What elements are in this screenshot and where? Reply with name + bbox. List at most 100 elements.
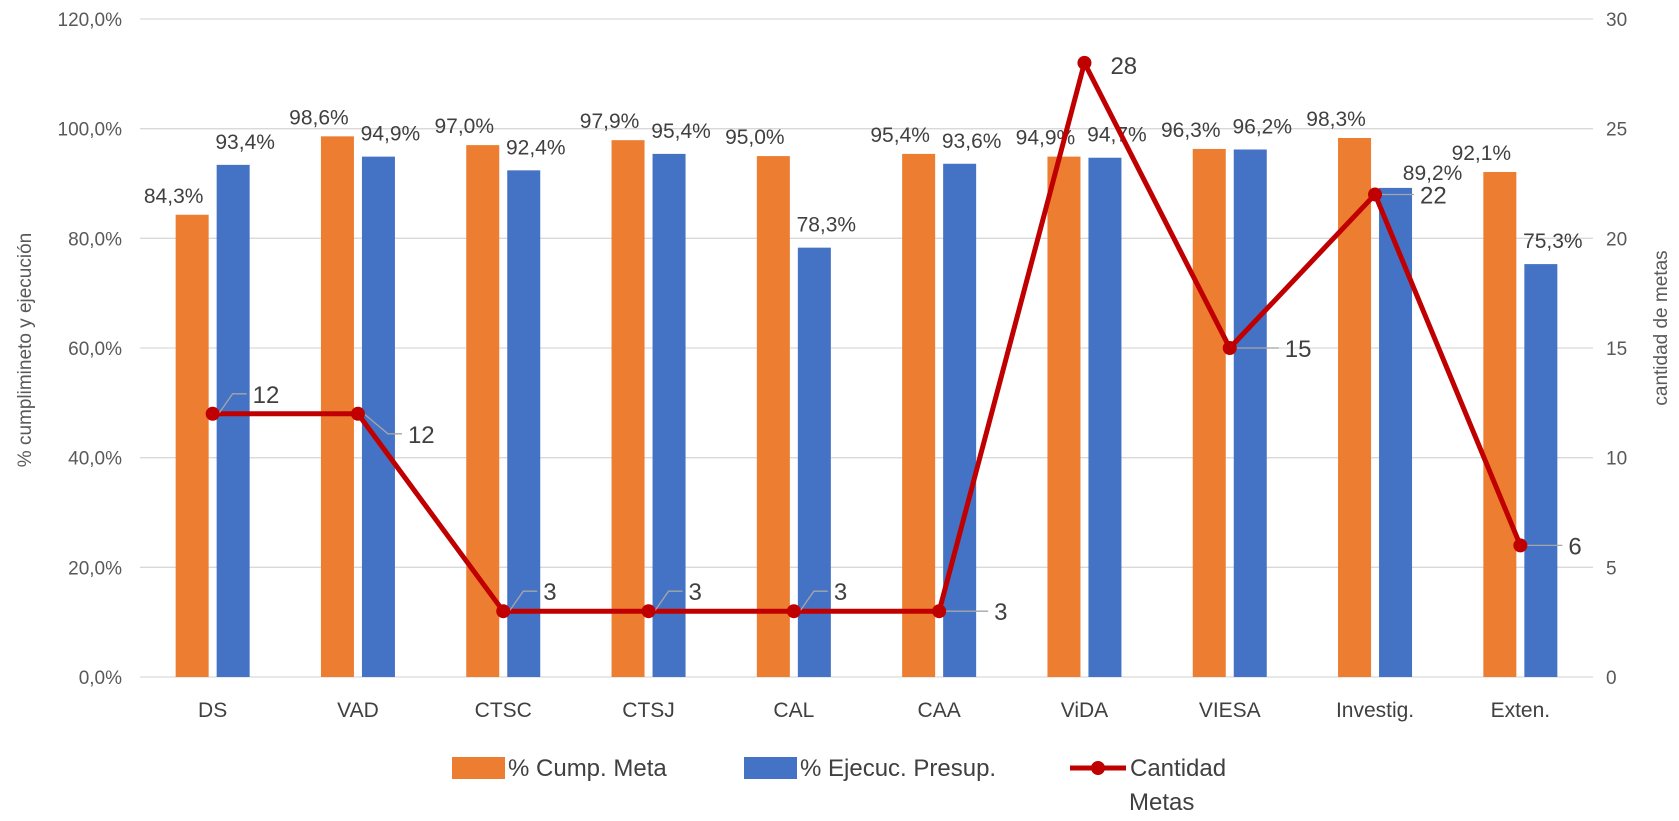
bar-ejecuc-presup xyxy=(1524,264,1558,677)
category-label: CAL xyxy=(773,699,814,722)
metas-marker xyxy=(1077,55,1092,70)
bar-ejecuc-presup xyxy=(1088,157,1122,677)
data-label-cump-meta: 96,3% xyxy=(1161,119,1221,142)
leader-line xyxy=(508,590,538,612)
left-tick-label: 0,0% xyxy=(79,668,122,689)
category-label: CTSJ xyxy=(622,699,675,722)
leader-line xyxy=(363,413,402,435)
bar-ejecuc-presup xyxy=(1379,187,1413,678)
bar-ejecuc-presup xyxy=(652,153,686,677)
right-tick-label: 10 xyxy=(1606,449,1627,470)
category-label: CTSC xyxy=(475,699,532,722)
data-label-cantidad-metas: 12 xyxy=(408,422,435,449)
data-label-cantidad-metas: 3 xyxy=(543,579,556,606)
data-label-cantidad-metas: 12 xyxy=(253,382,280,409)
data-label-cantidad-metas: 3 xyxy=(994,599,1007,626)
metas-marker xyxy=(350,406,365,421)
data-label-cantidad-metas: 22 xyxy=(1420,182,1447,209)
data-label-ejecuc-presup: 93,4% xyxy=(215,131,275,154)
data-label-cantidad-metas: 15 xyxy=(1285,336,1312,363)
bar-cump-meta xyxy=(756,156,790,678)
bar-ejecuc-presup xyxy=(216,164,250,677)
metas-line xyxy=(212,60,1523,614)
bar-cump-meta xyxy=(320,136,354,678)
category-label: CAA xyxy=(918,699,961,722)
data-label-ejecuc-presup: 94,9% xyxy=(361,123,421,146)
legend-label-ejecuc-presup: % Ejecuc. Presup. xyxy=(800,755,996,782)
category-label: DS xyxy=(198,699,227,722)
gridlines xyxy=(140,18,1593,678)
metas-line-series: 12 12 3 3 3 3 28 15 22 6 xyxy=(205,53,1582,626)
data-label-ejecuc-presup: 78,3% xyxy=(797,214,857,237)
category-labels: DS VAD CTSC CTSJ CAL CAA ViDA VIESA Investig. Ext… xyxy=(198,699,1550,722)
left-tick-label: 120,0% xyxy=(58,10,123,31)
data-label-cump-meta: 95,0% xyxy=(725,126,785,149)
left-tick-label: 100,0% xyxy=(58,120,123,141)
data-label-cump-meta: 98,3% xyxy=(1306,108,1366,131)
legend-swatch-blue xyxy=(744,757,797,779)
right-tick-label: 30 xyxy=(1606,10,1627,31)
leader-line xyxy=(654,590,683,612)
legend-marker-red xyxy=(1091,761,1105,775)
data-label-cump-meta: 97,9% xyxy=(580,110,640,133)
right-tick-label: 15 xyxy=(1606,339,1627,360)
left-tick-label: 40,0% xyxy=(68,449,122,470)
data-label-cantidad-metas: 6 xyxy=(1568,533,1581,560)
legend-label-cantidad: Cantidad xyxy=(1130,755,1226,782)
bar-cump-meta xyxy=(1483,171,1517,678)
data-label-cump-meta: 84,3% xyxy=(144,185,204,208)
right-tick-label: 5 xyxy=(1606,558,1617,579)
category-label: Investig. xyxy=(1336,699,1414,722)
bar-cump-meta xyxy=(1047,156,1081,678)
bar-ejecuc-presup xyxy=(507,170,541,677)
data-label-cantidad-metas: 3 xyxy=(689,579,702,606)
category-label: VAD xyxy=(337,699,379,722)
bar-data-labels: 84,3% 93,4% 98,6% 94,9% 97,0% 92,4% 97,9% 95,4%… xyxy=(144,106,1583,253)
metas-marker xyxy=(496,604,511,619)
left-tick-label: 20,0% xyxy=(68,558,122,579)
metas-marker xyxy=(1513,538,1528,553)
legend-swatch-orange xyxy=(452,757,505,779)
data-label-ejecuc-presup: 95,4% xyxy=(651,120,711,143)
right-tick-label: 20 xyxy=(1606,229,1627,250)
left-axis-ticks: 0,0% 20,0% 40,0% 60,0% 80,0% 100,0% 120,0% xyxy=(58,10,123,689)
data-label-cump-meta: 97,0% xyxy=(434,115,494,138)
legend: % Cump. Meta % Ejecuc. Presup. Cantidad … xyxy=(452,755,1226,816)
right-axis-title: cantidad de metas xyxy=(1651,250,1672,405)
bar-cump-meta xyxy=(902,153,936,677)
metas-marker xyxy=(641,604,656,619)
data-label-cump-meta: 98,6% xyxy=(289,106,349,129)
bar-cump-meta xyxy=(466,145,500,677)
data-label-cump-meta: 94,9% xyxy=(1016,127,1076,150)
data-label-ejecuc-presup: 92,4% xyxy=(506,136,566,159)
data-label-cump-meta: 92,1% xyxy=(1452,142,1512,165)
left-axis-title: % cumplimineto y ejecución xyxy=(15,233,36,467)
metas-marker xyxy=(1222,341,1237,355)
data-label-ejecuc-presup: 89,2% xyxy=(1403,162,1463,185)
data-label-ejecuc-presup: 94,7% xyxy=(1087,124,1147,147)
leader-line xyxy=(218,393,247,415)
category-label: Exten. xyxy=(1491,699,1551,722)
bar-cump-meta xyxy=(1192,148,1226,677)
left-tick-label: 60,0% xyxy=(68,339,122,360)
right-tick-label: 0 xyxy=(1606,668,1617,689)
legend-item-cantidad-metas: Cantidad Metas xyxy=(1070,755,1226,816)
bar-cump-meta xyxy=(175,214,209,677)
data-label-cump-meta: 95,4% xyxy=(870,124,930,147)
legend-label-metas: Metas xyxy=(1129,789,1194,816)
right-axis-ticks: 0 5 10 15 20 25 30 xyxy=(1606,10,1627,689)
data-label-ejecuc-presup: 96,2% xyxy=(1232,116,1292,139)
data-label-cantidad-metas: 28 xyxy=(1110,53,1137,80)
legend-item-cump-meta: % Cump. Meta xyxy=(452,755,667,782)
right-tick-label: 25 xyxy=(1606,120,1627,141)
category-label: ViDA xyxy=(1061,699,1108,722)
metas-marker xyxy=(932,604,947,619)
data-label-ejecuc-presup: 93,6% xyxy=(942,130,1002,153)
metas-marker xyxy=(205,406,220,421)
bar-ejecuc-presup xyxy=(943,163,977,677)
bar-ejecuc-presup xyxy=(1233,149,1267,678)
category-label: VIESA xyxy=(1199,699,1261,722)
metas-marker xyxy=(786,604,801,619)
leader-line xyxy=(799,590,828,612)
